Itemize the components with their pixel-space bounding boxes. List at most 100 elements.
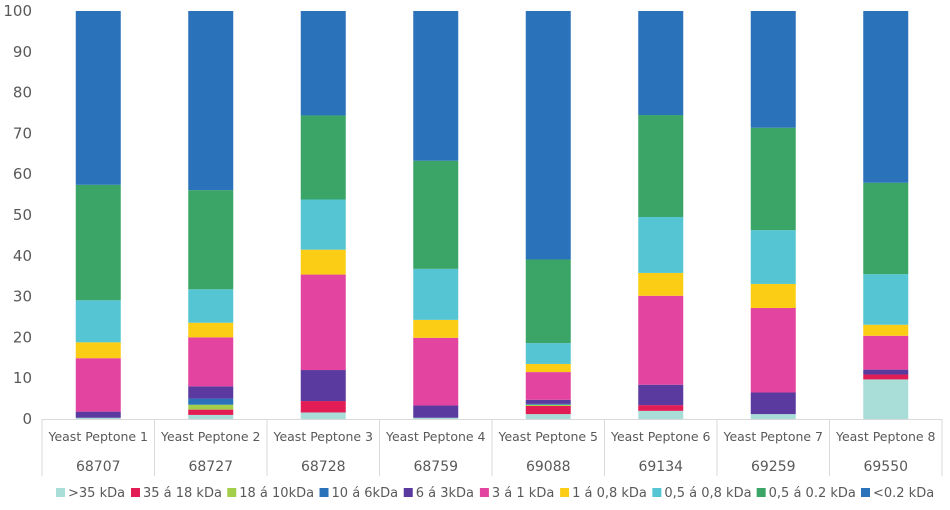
bar-segment <box>188 337 234 387</box>
legend-swatch <box>756 488 766 497</box>
bar-segment <box>863 379 909 419</box>
category-label: Yeast Peptone 1 <box>47 429 148 444</box>
bar-segment <box>863 182 909 275</box>
bar-segment <box>413 319 459 338</box>
bar-segment <box>638 272 684 296</box>
bar-segment <box>413 160 459 269</box>
y-tick-label: 60 <box>13 165 32 183</box>
bar-segment <box>638 115 684 218</box>
bar-segment <box>188 11 234 191</box>
bar-segment <box>300 401 346 413</box>
bar-segment <box>413 337 459 406</box>
legend-swatch <box>130 488 140 497</box>
bar-segment <box>75 11 121 185</box>
bar-segment <box>75 417 121 419</box>
legend-label: 35 á 18 kDa <box>143 486 222 501</box>
y-tick-label: 20 <box>13 328 32 346</box>
bar-segment <box>638 405 684 411</box>
bar-stack <box>413 11 459 419</box>
y-tick-label: 70 <box>13 124 32 142</box>
bar-segment <box>75 411 121 418</box>
bar-stack <box>188 11 234 419</box>
bar-segment <box>525 363 571 373</box>
category-code: 69134 <box>638 459 683 475</box>
legend-item: >35 kDa <box>56 486 125 501</box>
legend-label: 0,5 á 0.2 kDa <box>769 486 856 501</box>
legend-swatch <box>860 488 870 497</box>
bar-segment <box>300 249 346 275</box>
legend-label: <0.2 kDa <box>873 486 934 501</box>
category-label: Yeast Peptone 8 <box>835 429 936 444</box>
category-code: 68728 <box>301 459 346 475</box>
bar-segment <box>863 324 909 336</box>
bar-stack <box>75 11 121 419</box>
bar-segment <box>525 404 571 406</box>
category-code: 69088 <box>526 459 571 475</box>
category-label: Yeast Peptone 7 <box>722 429 823 444</box>
legend-label: 6 á 3kDa <box>416 486 474 501</box>
bar-segment <box>750 308 796 393</box>
bar-segment <box>863 274 909 325</box>
legend: >35 kDa 35 á 18 kDa 18 á 10kDa 10 á 6kDa 6 á… <box>56 486 934 501</box>
category-label: Yeast Peptone 6 <box>610 429 711 444</box>
bar-segment <box>863 374 909 380</box>
y-tick-label: 30 <box>13 288 32 306</box>
bar-segment <box>525 372 571 400</box>
legend-item: 6 á 3kDa <box>403 486 474 501</box>
bar-segment <box>188 190 234 290</box>
bar-stack <box>525 11 571 419</box>
x-axis-table: Yeast Peptone 1 68707 Yeast Peptone 2 68727… <box>41 419 943 476</box>
legend-label: 18 á 10kDa <box>239 486 314 501</box>
y-tick-label: 80 <box>13 84 32 102</box>
bar-segment <box>300 115 346 200</box>
bar-segment <box>300 199 346 250</box>
legend-item: 3 á 1 kDa <box>479 486 554 501</box>
bar-segment <box>638 384 684 406</box>
bar-stack <box>750 11 796 419</box>
y-tick-label: 100 <box>3 2 32 20</box>
bar-segment <box>525 399 571 404</box>
bar-segment <box>188 409 234 415</box>
bar-segment <box>300 274 346 371</box>
bar-segment <box>863 11 909 183</box>
bar-segment <box>863 369 909 375</box>
y-tick-label: 90 <box>13 43 32 61</box>
legend-label: 10 á 6kDa <box>332 486 399 501</box>
bar-segment <box>413 405 459 418</box>
legend-swatch <box>403 488 413 497</box>
legend-label: 1 á 0,8 kDa <box>572 486 647 501</box>
legend-item: 0,5 á 0,8 kDa <box>652 486 752 501</box>
category-label: Yeast Peptone 5 <box>497 429 598 444</box>
bar-segment <box>525 11 571 260</box>
bar-segment <box>188 404 234 410</box>
legend-item: 10 á 6kDa <box>319 486 399 501</box>
category-code: 69550 <box>863 459 908 475</box>
bar-segment <box>413 11 459 161</box>
bar-segment <box>300 412 346 419</box>
y-tick-label: 50 <box>13 206 32 224</box>
bar-segment <box>188 289 234 323</box>
bar-segment <box>638 11 684 116</box>
legend-swatch <box>56 488 65 497</box>
bar-segment <box>75 358 121 412</box>
bar-segment <box>300 11 346 116</box>
category-code: 69259 <box>751 459 796 475</box>
bar-segment <box>75 342 121 359</box>
bar-stack <box>638 11 684 419</box>
legend-label: 0,5 á 0,8 kDa <box>664 486 751 501</box>
legend-item: 1 á 0,8 kDa <box>560 486 647 501</box>
legend-swatch <box>227 488 237 497</box>
bar-segment <box>188 398 234 405</box>
legend-item: 0,5 á 0.2 kDa <box>756 486 856 501</box>
bars <box>75 11 909 419</box>
legend-swatch <box>479 488 489 497</box>
category-label: Yeast Peptone 4 <box>385 429 486 444</box>
category-code: 68727 <box>188 459 233 475</box>
bar-stack <box>300 11 346 419</box>
legend-swatch <box>319 488 329 497</box>
bar-segment <box>75 184 121 301</box>
bar-segment <box>525 414 571 419</box>
bar-segment <box>750 414 796 419</box>
bar-segment <box>188 414 234 419</box>
